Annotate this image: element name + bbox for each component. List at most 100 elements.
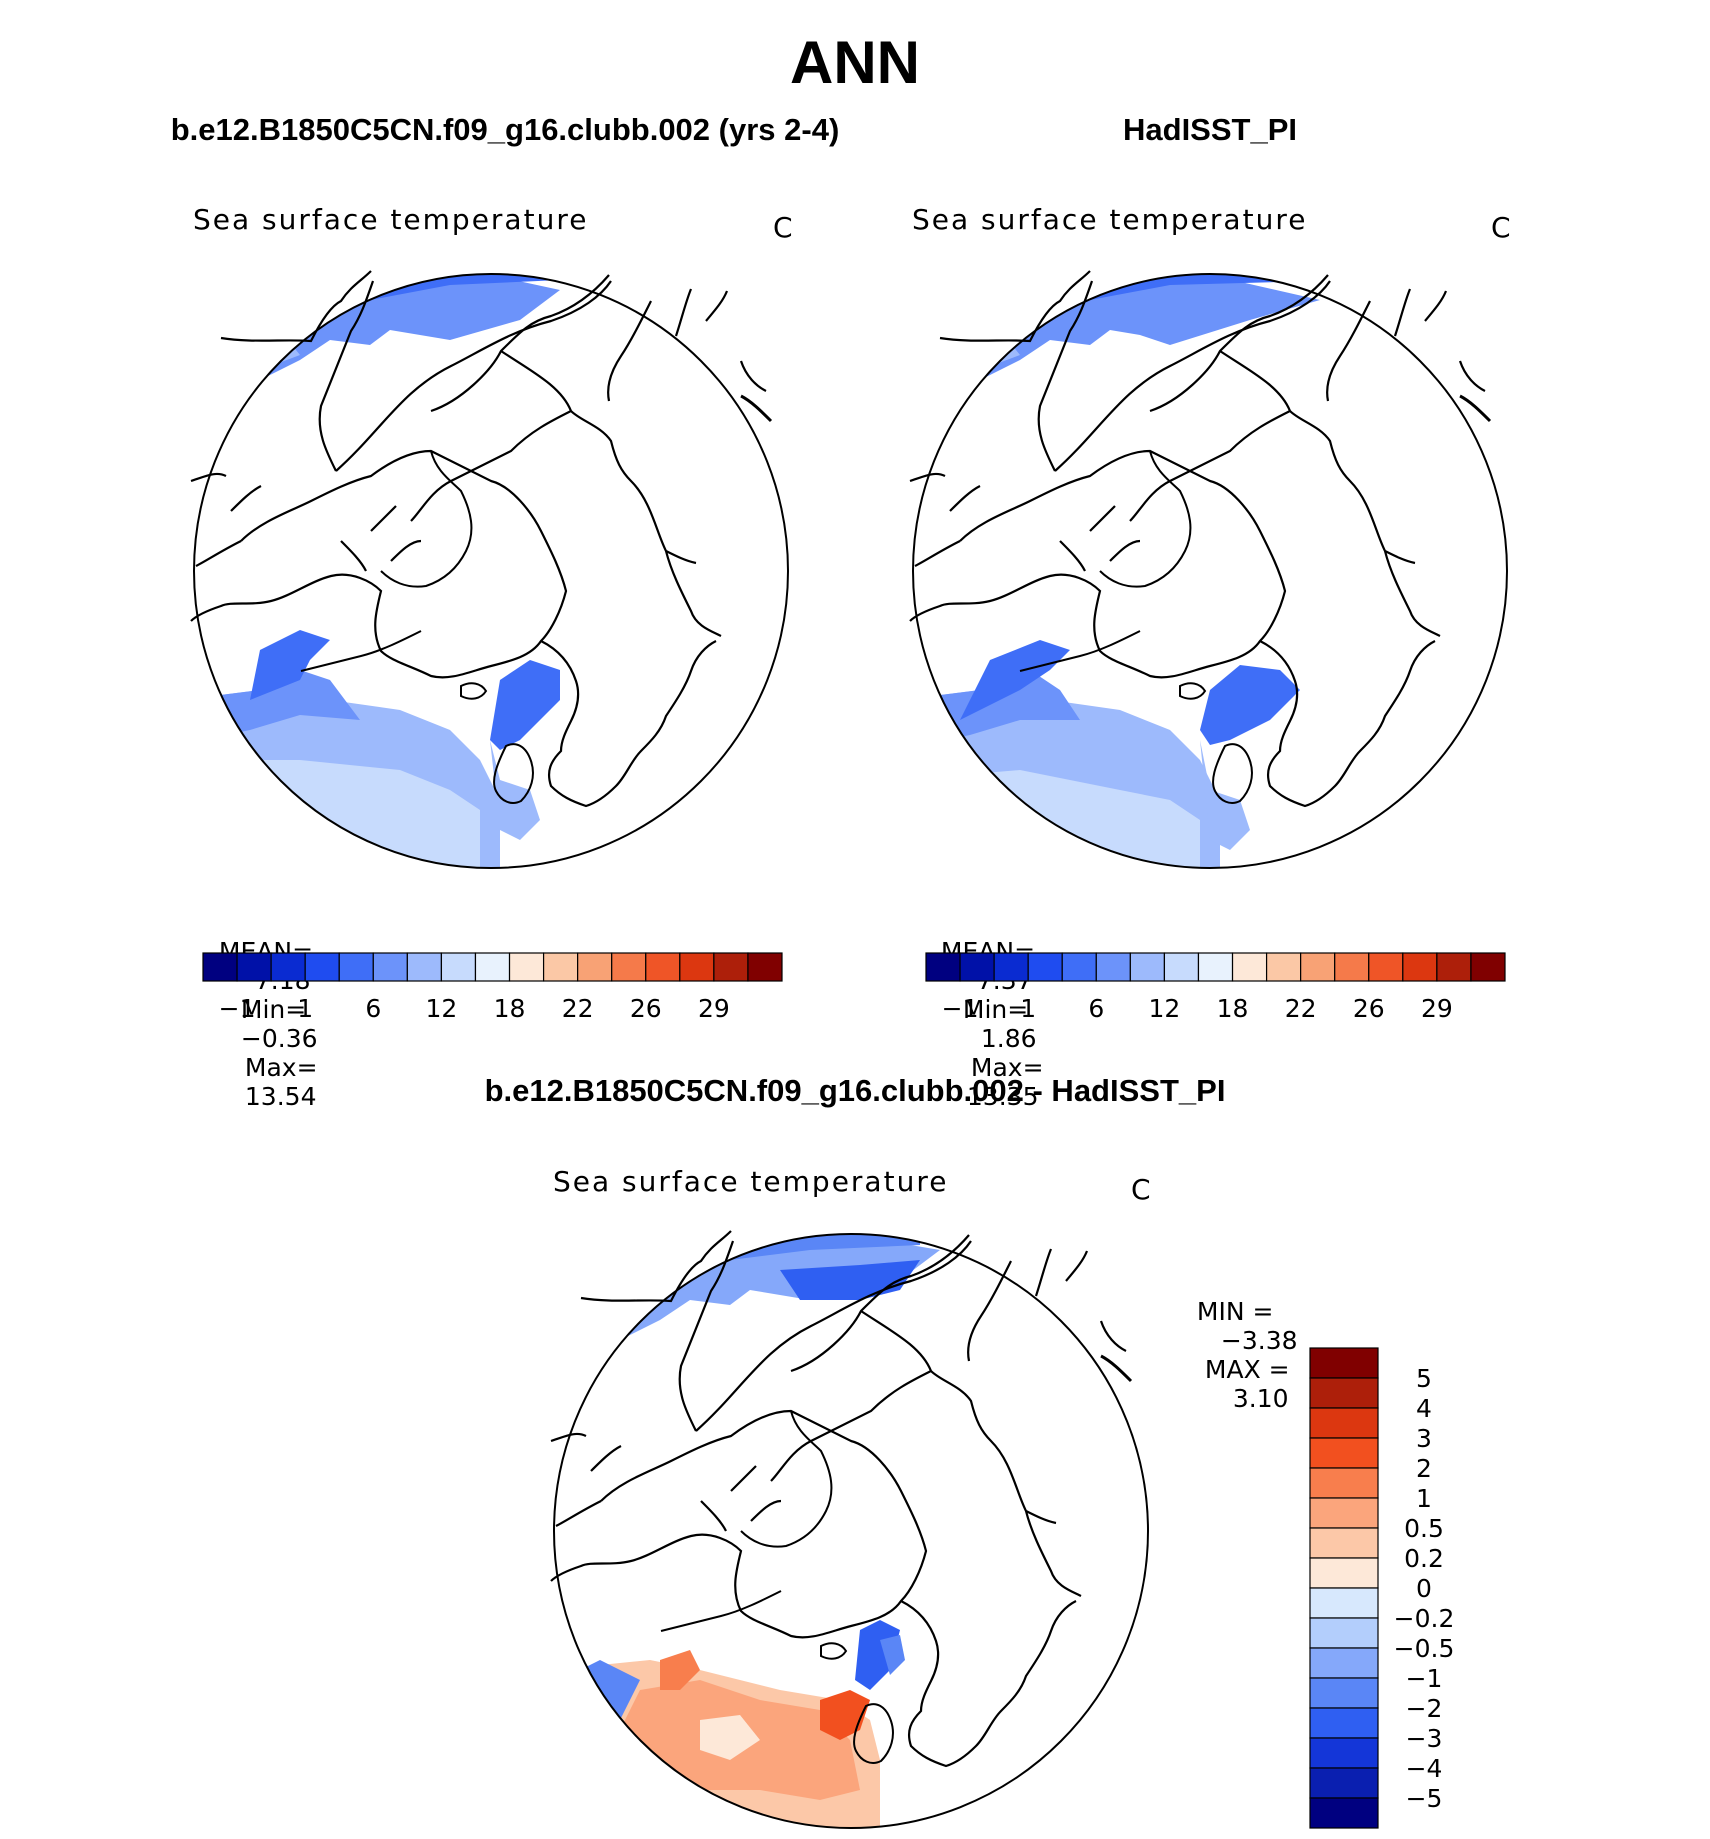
diff-plot-label: Sea surface temperature [553, 1165, 949, 1198]
left-colorbar-tick: 18 [494, 994, 526, 1023]
left-colorbar-box [542, 952, 579, 982]
left-colorbar-box [372, 952, 408, 982]
right-map [908, 269, 1508, 869]
left-min-value: −0.36 [240, 1024, 318, 1053]
right-colorbar-tick: 29 [1421, 994, 1453, 1023]
diff-colorbar-box [1309, 1647, 1379, 1679]
left-colorbar-tick: 26 [630, 994, 662, 1023]
left-colorbar-box [713, 952, 749, 982]
diff-stats: MIN = −3.38 MAX = 3.10 [1181, 1268, 1298, 1413]
right-colorbar-box [1300, 952, 1336, 982]
left-colorbar-box [338, 952, 374, 982]
diff-map [549, 1229, 1149, 1829]
right-colorbar-box [1163, 952, 1200, 982]
diff-colorbar-tick: 0.2 [1404, 1544, 1444, 1573]
left-colorbar-tick: 6 [365, 994, 381, 1023]
right-colorbar-box [1061, 952, 1097, 982]
right-colorbar-box [959, 952, 995, 982]
diff-colorbar-tick: −2 [1406, 1694, 1443, 1723]
diff-colorbar-tick: 0.5 [1404, 1514, 1444, 1543]
right-colorbar-box [1129, 952, 1166, 982]
diff-colorbar-tick: 1 [1416, 1484, 1432, 1513]
diff-colorbar-tick: −0.2 [1394, 1604, 1455, 1633]
left-colorbar: −1 1 6 12 18 22 26 29 [202, 952, 783, 1023]
diff-colorbar-box [1309, 1557, 1379, 1589]
left-colorbar-box [474, 952, 511, 982]
right-min-label: Min= [962, 995, 1029, 1024]
right-colorbar-tick: 26 [1353, 994, 1385, 1023]
diff-colorbar-tick: 5 [1416, 1364, 1432, 1393]
diff-colorbar-box [1309, 1677, 1379, 1709]
diff-colorbar-box [1309, 1347, 1379, 1379]
right-max-label: Max= [970, 1053, 1044, 1082]
diff-panel-title: b.e12.B1850C5CN.f09_g16.clubb.002 - HadI… [484, 1073, 1226, 1108]
diff-colorbar-box [1309, 1737, 1379, 1769]
diff-colorbar-box [1309, 1767, 1379, 1799]
diff-plot-units: C [1131, 1173, 1151, 1206]
diff-colorbar-box [1309, 1467, 1379, 1499]
right-colorbar-box [1402, 952, 1438, 982]
left-max-label: Max= [244, 1053, 318, 1082]
right-colorbar-tick: 6 [1088, 994, 1104, 1023]
right-colorbar-box [1334, 952, 1370, 982]
right-colorbar-tick: 18 [1217, 994, 1249, 1023]
left-min-label: Min= [240, 995, 307, 1024]
right-colorbar-box [1197, 952, 1234, 982]
diff-colorbar-tick: −5 [1406, 1784, 1443, 1813]
right-max-value: 13.35 [966, 1082, 1039, 1111]
diff-max-label: MAX = [1204, 1355, 1290, 1384]
diff-colorbar-tick: 0 [1416, 1574, 1432, 1603]
left-panel-title: b.e12.B1850C5CN.f09_g16.clubb.002 (yrs 2… [170, 112, 840, 147]
left-colorbar-tick: 29 [698, 994, 730, 1023]
right-panel-title: HadISST_PI [1123, 112, 1297, 147]
right-colorbar-box [1095, 952, 1131, 982]
left-colorbar-box [406, 952, 443, 982]
right-colorbar-box [993, 952, 1029, 982]
diff-colorbar-box [1309, 1437, 1379, 1469]
diff-colorbar-tick: 4 [1416, 1394, 1432, 1423]
left-colorbar-tick: 12 [426, 994, 458, 1023]
right-plot-units: C [1491, 211, 1511, 244]
diff-min-value: −3.38 [1220, 1326, 1298, 1355]
right-colorbar-box [1368, 952, 1404, 982]
left-colorbar-tick: 22 [562, 994, 594, 1023]
diff-colorbar-box [1309, 1707, 1379, 1739]
diff-colorbar-tick: −0.5 [1394, 1634, 1455, 1663]
left-colorbar-box [236, 952, 272, 982]
right-plot-label: Sea surface temperature [912, 203, 1308, 236]
right-colorbar-box [1265, 952, 1302, 982]
diff-colorbar-box [1309, 1797, 1379, 1829]
right-colorbar-tick: 1 [1020, 994, 1036, 1023]
left-max-value: 13.54 [244, 1082, 317, 1111]
left-colorbar-box [747, 952, 783, 982]
left-plot-units: C [773, 211, 793, 244]
left-colorbar-box [508, 952, 545, 982]
diff-colorbar-box [1309, 1527, 1379, 1559]
right-colorbar-box [925, 952, 961, 982]
diff-colorbar-box [1309, 1377, 1379, 1409]
left-colorbar-box [440, 952, 477, 982]
diff-colorbar-tick: 3 [1416, 1424, 1432, 1453]
right-colorbar-tick: −1 [942, 994, 979, 1023]
figure-title: ANN [790, 29, 920, 96]
left-colorbar-box [304, 952, 340, 982]
diff-max-value: 3.10 [1232, 1384, 1289, 1413]
diff-colorbar-box [1309, 1407, 1379, 1439]
left-colorbar-box [611, 952, 647, 982]
left-colorbar-box [577, 952, 613, 982]
left-colorbar-tick: −1 [219, 994, 256, 1023]
diff-colorbar-tick: −4 [1406, 1754, 1443, 1783]
right-min-value: 1.86 [980, 1024, 1037, 1053]
right-colorbar-box [1027, 952, 1063, 982]
right-colorbar-box [1436, 952, 1472, 982]
left-plot-label: Sea surface temperature [193, 203, 589, 236]
diff-colorbar-tick: −1 [1406, 1664, 1443, 1693]
right-colorbar-box [1470, 952, 1506, 982]
left-map [189, 269, 789, 869]
right-colorbar-box [1231, 952, 1268, 982]
left-colorbar-box [202, 952, 238, 982]
left-colorbar-box [645, 952, 681, 982]
diff-min-label: MIN = [1196, 1297, 1274, 1326]
diff-colorbar-box [1309, 1587, 1379, 1619]
